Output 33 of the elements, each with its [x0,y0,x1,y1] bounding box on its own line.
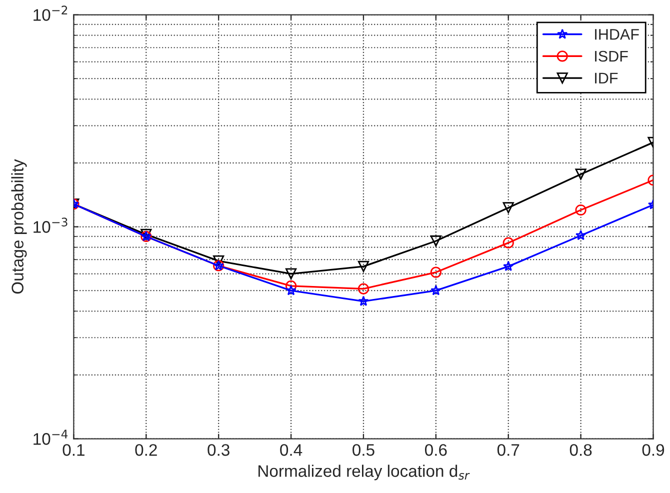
legend-label: ISDF [595,50,628,62]
point [502,202,514,214]
point [285,268,297,280]
y-tick-label: 10$^{−4}$ [34,430,68,445]
x-tick-label: 0.8 [570,444,592,456]
point [503,260,514,272]
point [575,204,586,216]
x-tick-label: 0.1 [62,444,84,456]
legend-label: IHDAF [595,29,639,40]
x-tick-label: 0.5 [352,444,374,456]
y-tick-label: 10$^{−2}$ [34,6,68,21]
point [575,230,586,240]
point [502,237,514,248]
x-tick-label: 0.9 [642,444,664,456]
x-tick-label: 0.3 [208,444,230,456]
y-axis-title: Outage probability [11,159,27,294]
point [430,266,442,278]
x-tick-label: 0.2 [135,444,157,456]
x-tick-label: 0.7 [497,444,520,456]
x-tick-label: 0.6 [424,444,447,456]
legend-label: IDF [595,72,618,84]
point [358,283,370,294]
point [286,285,296,296]
point [575,168,586,180]
point [358,296,369,306]
y-tick-label: 10$^{−3}$ [34,218,68,233]
point [430,285,442,296]
point [430,235,442,247]
x-tick-label: 0.4 [280,444,302,456]
point [285,280,297,292]
point [358,260,370,272]
x-axis-title: Normalized relay location d$_{sr}$ [258,464,470,480]
point [213,255,224,266]
